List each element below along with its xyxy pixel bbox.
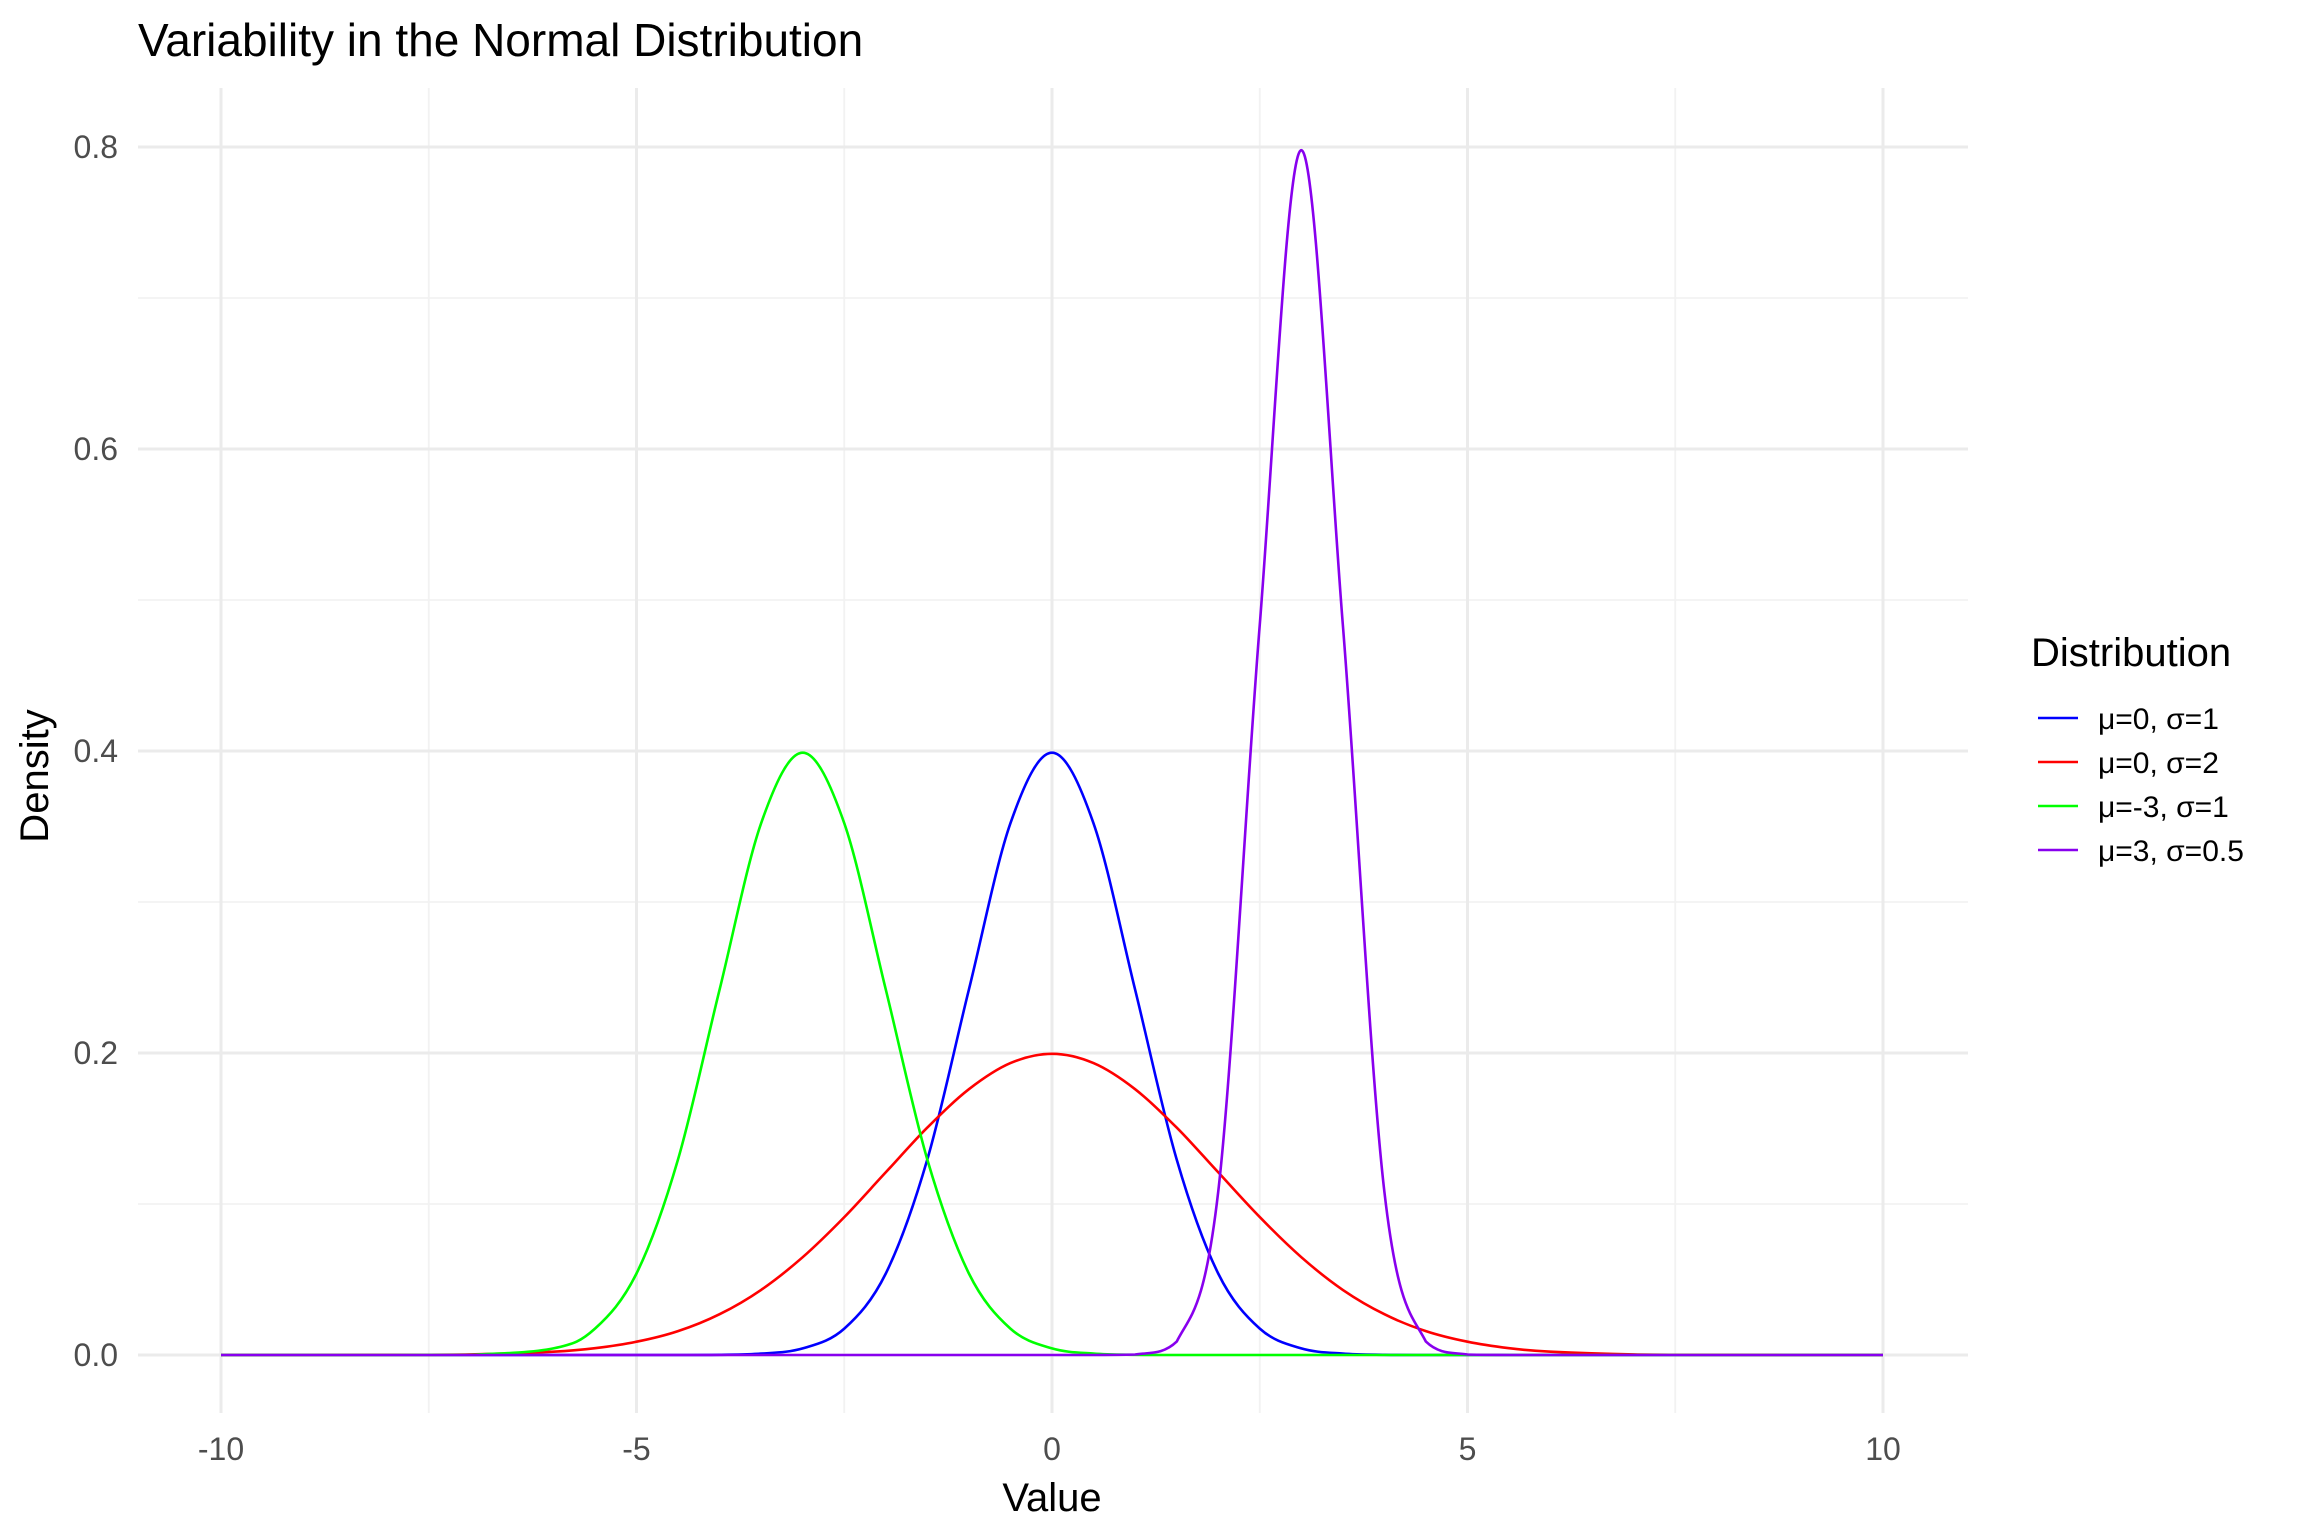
chart-title: Variability in the Normal Distribution <box>138 14 863 66</box>
legend-items: μ=0, σ=1 μ=0, σ=2 μ=-3, σ=1 μ=3, σ=0.5 <box>2038 703 2244 868</box>
major-gridlines <box>138 88 1968 1413</box>
x-tick-label: -10 <box>198 1431 244 1467</box>
legend-item: μ=3, σ=0.5 <box>2038 835 2244 868</box>
legend-label: μ=3, σ=0.5 <box>2098 835 2244 868</box>
legend-item: μ=-3, σ=1 <box>2038 791 2229 824</box>
legend: Distribution μ=0, σ=1μ=0, σ=2μ=-3, σ=1μ=… <box>2031 631 2244 868</box>
y-tick-label: 0.2 <box>74 1035 118 1071</box>
y-axis-tick-labels: 0.0 0.2 0.4 0.6 0.8 <box>74 129 118 1373</box>
y-tick-label: 0.8 <box>74 129 118 165</box>
x-tick-label: -5 <box>622 1431 650 1467</box>
legend-title: Distribution <box>2031 631 2231 675</box>
x-axis-title: Value <box>1002 1476 1101 1520</box>
y-tick-label: 0.0 <box>74 1337 118 1373</box>
legend-label: μ=0, σ=1 <box>2098 703 2219 736</box>
x-tick-label: 0 <box>1043 1431 1061 1467</box>
series-line <box>220 1052 1883 1357</box>
series-lines <box>220 148 1883 1357</box>
x-tick-label: 10 <box>1865 1431 1901 1467</box>
x-axis-tick-labels: -10 -5 0 5 10 <box>198 1431 1901 1467</box>
x-tick-label: 5 <box>1459 1431 1477 1467</box>
legend-label: μ=0, σ=2 <box>2098 747 2219 780</box>
legend-label: μ=-3, σ=1 <box>2098 791 2229 824</box>
plot-panel <box>138 88 1968 1413</box>
y-tick-label: 0.6 <box>74 431 118 467</box>
series-line <box>220 148 1883 1357</box>
legend-item: μ=0, σ=2 <box>2038 747 2219 780</box>
legend-item: μ=0, σ=1 <box>2038 703 2219 736</box>
y-axis-title: Density <box>13 709 57 842</box>
y-tick-label: 0.4 <box>74 733 118 769</box>
